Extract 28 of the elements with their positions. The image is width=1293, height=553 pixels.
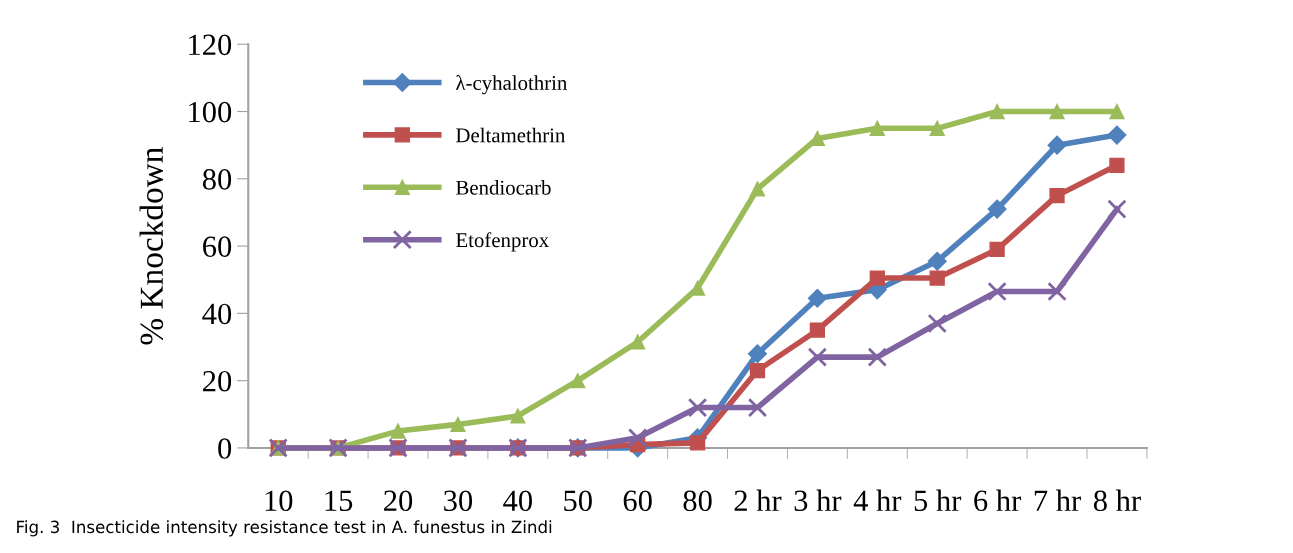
y-axis-title: % Knockdown [139,147,164,345]
x-tick-label: 50 [564,490,592,512]
y-tick-label: 60 [203,236,232,257]
x-tick-label: 20 [384,490,413,512]
x-tick-label: 4 hr [853,489,902,511]
y-tick-label: 100 [189,101,232,123]
legend-label: Bendiocarb [456,180,551,195]
x-tick-label: 8 hr [1093,489,1141,512]
legend-label: Deltamethrin [456,127,566,143]
x-tick-label: 15 [325,490,353,512]
x-tick-label: 5 hr [914,489,962,512]
legend-label: λ-cyhalothrin [455,75,568,95]
x-tick-label: 30 [444,490,473,512]
y-tick-label: 80 [202,169,232,190]
y-tick-label: 20 [203,370,232,392]
x-tick-label: 3 hr [794,489,842,512]
x-tick-label: 6 hr [974,489,1022,512]
x-tick-label: 2 hr [734,489,782,511]
x-tick-label: 60 [623,490,652,512]
legend-label: Etofenprox [456,232,549,252]
x-tick-label: 40 [503,490,532,512]
x-tick-label: 7 hr [1034,489,1081,511]
y-tick-label: 0 [218,438,232,459]
y-tick-label: 120 [189,34,232,56]
caption: Fig. 3 Insecticide intensity resistance test in A. funestus in Zindi [17,520,552,537]
x-tick-label: 80 [683,490,712,512]
x-tick-label: 10 [265,490,293,512]
y-tick-label: 40 [202,303,232,325]
